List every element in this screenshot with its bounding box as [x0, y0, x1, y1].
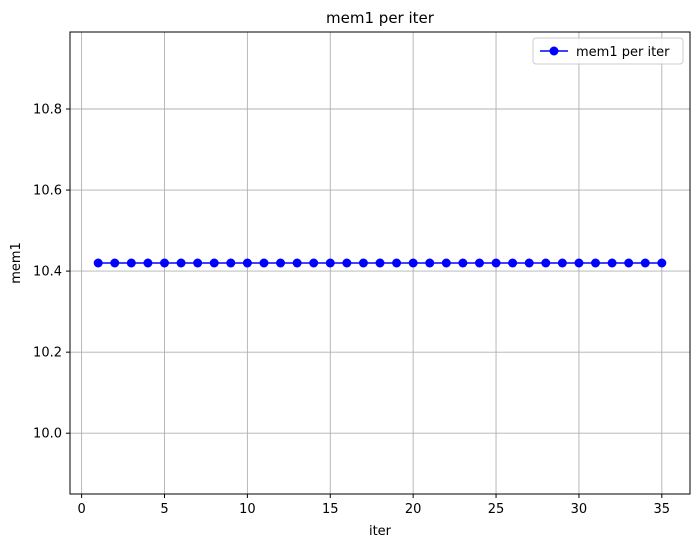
- data-point: [591, 258, 601, 268]
- ticks: 0 5 10 15 20 25 30 35 10.0 10.2 10.4 10.6 10.8: [33, 103, 670, 518]
- data-point: [226, 258, 236, 268]
- y-tick-label: 10.2: [33, 346, 62, 361]
- data-point: [458, 258, 468, 268]
- data-point: [259, 258, 269, 268]
- data-point: [276, 258, 286, 268]
- data-point: [209, 258, 219, 268]
- legend-marker-swatch: [549, 46, 559, 56]
- x-tick-label: 30: [571, 502, 588, 517]
- data-point: [325, 258, 335, 268]
- x-tick-label: 0: [77, 502, 85, 517]
- data-point: [624, 258, 634, 268]
- chart-title: mem1 per iter: [326, 9, 435, 27]
- legend: mem1 per iter: [532, 37, 684, 65]
- data-point: [441, 258, 451, 268]
- y-tick-label: 10.0: [33, 427, 62, 442]
- data-point: [425, 258, 435, 268]
- y-tick-label: 10.8: [33, 103, 62, 118]
- data-point: [110, 258, 120, 268]
- data-point: [392, 258, 402, 268]
- data-point: [640, 258, 650, 268]
- data-point: [474, 258, 484, 268]
- series-layer: [93, 258, 667, 268]
- data-point: [607, 258, 617, 268]
- x-tick-label: 10: [239, 502, 256, 517]
- x-axis-label: iter: [369, 524, 392, 539]
- x-tick-label: 35: [654, 502, 671, 517]
- legend-box: [532, 37, 684, 65]
- data-point: [491, 258, 501, 268]
- data-point: [176, 258, 186, 268]
- y-axis-label: mem1: [9, 242, 24, 284]
- data-point: [309, 258, 319, 268]
- data-point: [557, 258, 567, 268]
- data-point: [292, 258, 302, 268]
- data-point: [126, 258, 136, 268]
- data-point: [358, 258, 368, 268]
- y-tick-label: 10.4: [33, 265, 62, 280]
- data-point: [541, 258, 551, 268]
- x-tick-label: 5: [160, 502, 168, 517]
- data-point: [508, 258, 518, 268]
- x-tick-label: 25: [488, 502, 505, 517]
- legend-label: mem1 per iter: [576, 45, 670, 60]
- plot-frame: [69, 31, 691, 495]
- data-point: [524, 258, 534, 268]
- data-point: [574, 258, 584, 268]
- data-point: [193, 258, 203, 268]
- data-point: [143, 258, 153, 268]
- data-point: [159, 258, 169, 268]
- x-tick-label: 15: [322, 502, 339, 517]
- data-point: [657, 258, 667, 268]
- data-point: [93, 258, 103, 268]
- y-tick-label: 10.6: [33, 184, 62, 199]
- data-point: [242, 258, 252, 268]
- data-point: [375, 258, 385, 268]
- data-point: [408, 258, 418, 268]
- x-tick-label: 20: [405, 502, 422, 517]
- data-point: [342, 258, 352, 268]
